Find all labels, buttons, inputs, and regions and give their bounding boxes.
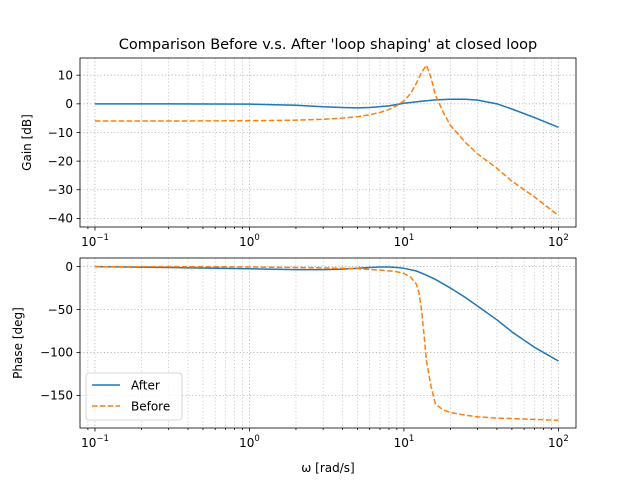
phase-series-after-line <box>94 265 559 362</box>
phase-series-layer <box>94 265 559 422</box>
phase-series-before-line <box>94 265 559 422</box>
phase-y-tick-label: −50 <box>48 303 73 317</box>
chart-title: Comparison Before v.s. After 'loop shapi… <box>119 37 537 53</box>
legend: After Before <box>85 372 183 421</box>
gain-y-axis-label: Gain [dB] <box>20 114 34 171</box>
gain-series-after-line <box>94 98 559 129</box>
gain-axes-frame <box>79 57 577 228</box>
legend-label-before: Before <box>131 400 170 414</box>
gain-y-tick-label: 0 <box>65 97 73 111</box>
gain-series-layer <box>94 64 559 217</box>
phase-y-tick-label: −100 <box>40 346 73 360</box>
phase-axes-frame <box>79 257 577 429</box>
phase-y-tick-label: 0 <box>65 260 73 274</box>
legend-label-after: After <box>131 379 160 393</box>
gain-series-before-line <box>94 64 559 217</box>
gain-y-tick-label: −20 <box>48 154 73 168</box>
gain-y-tick-label: −30 <box>48 183 73 197</box>
x-axis-label: ω [rad/s] <box>301 461 354 475</box>
gain-y-tick-label: 10 <box>58 68 73 82</box>
phase-y-tick-label: −150 <box>40 389 73 403</box>
gain-y-tick-label: −10 <box>48 126 73 140</box>
gain-y-tick-label: −40 <box>48 212 73 226</box>
phase-y-axis-label: Phase [deg] <box>11 307 25 379</box>
